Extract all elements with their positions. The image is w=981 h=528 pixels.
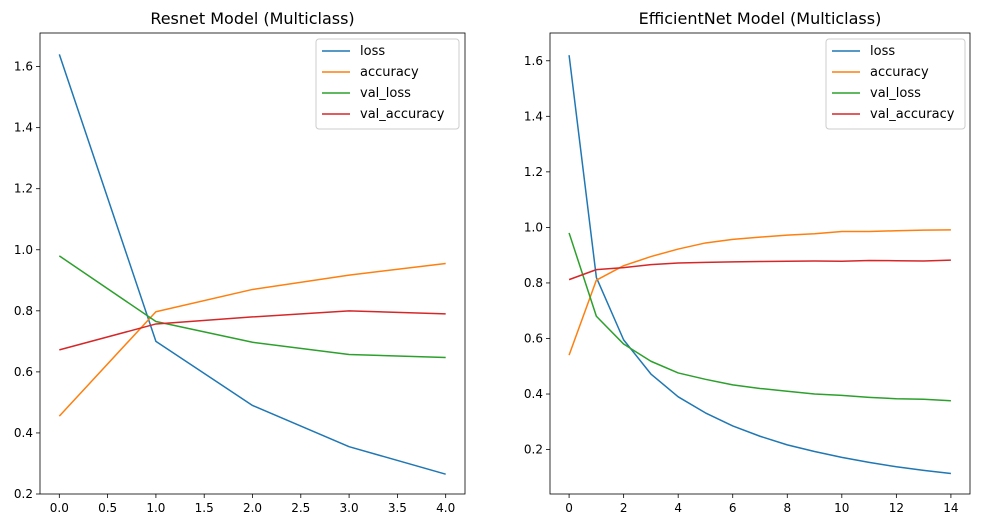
x-tick-label: 4: [674, 501, 682, 515]
x-tick-label: 6: [729, 501, 737, 515]
y-tick-label: 1.4: [524, 109, 543, 123]
chart-title: EfficientNet Model (Multiclass): [639, 9, 882, 28]
legend-label-val_accuracy: val_accuracy: [360, 107, 445, 122]
efficientnet-chart: EfficientNet Model (Multiclass) 0 2 4 6 8 10 12…: [524, 9, 971, 515]
legend-label-val_loss: val_loss: [870, 86, 921, 101]
x-tick-label: 2.0: [243, 501, 262, 515]
series-line-accuracy: [568, 229, 951, 356]
x-tick-label: 4.0: [436, 501, 455, 515]
chart-title: Resnet Model (Multiclass): [150, 9, 354, 28]
y-tick-label: 0.6: [14, 365, 33, 379]
x-tick-label: 1.0: [146, 501, 165, 515]
y-tick-label: 1.6: [14, 60, 33, 74]
y-tick-label: 0.2: [14, 487, 33, 501]
y-tick-label: 0.4: [524, 387, 543, 401]
y-tick-label: 1.6: [524, 54, 543, 68]
legend: loss accuracy val_loss val_accuracy: [825, 38, 966, 130]
legend-label-accuracy: accuracy: [870, 65, 929, 80]
y-tick-label: 0.8: [14, 304, 33, 318]
x-tick-label: 10: [834, 501, 849, 515]
series-line-val_accuracy: [568, 259, 951, 281]
x-tick-label: 0: [565, 501, 573, 515]
x-tick-label: 3.0: [340, 501, 359, 515]
series-line-loss: [568, 55, 951, 475]
y-tick-label: 1.2: [524, 165, 543, 179]
y-tick-label: 0.2: [524, 443, 543, 457]
x-tick-label: 1.5: [195, 501, 214, 515]
x-tick-label: 12: [889, 501, 904, 515]
series-line-loss: [58, 54, 446, 475]
x-tick-label: 0.5: [98, 501, 117, 515]
series-line-val_loss: [568, 232, 951, 402]
legend-label-loss: loss: [870, 44, 895, 59]
resnet-chart: Resnet Model (Multiclass) 0.0 0.5 1.0 1.5 2.0…: [14, 9, 466, 515]
y-tick-label: 1.2: [14, 182, 33, 196]
y-tick-label: 0.6: [524, 331, 543, 345]
x-tick-label: 14: [943, 501, 958, 515]
x-tick-label: 8: [783, 501, 791, 515]
legend-label-loss: loss: [360, 44, 385, 59]
legend-label-val_loss: val_loss: [360, 86, 411, 101]
y-tick-label: 1.4: [14, 121, 33, 135]
y-tick-label: 1.0: [524, 220, 543, 234]
x-tick-label: 3.5: [388, 501, 407, 515]
x-tick-label: 2.5: [291, 501, 310, 515]
legend-box: [315, 38, 460, 130]
x-tick-label: 2: [620, 501, 628, 515]
x-tick-label: 0.0: [50, 501, 69, 515]
legend-box: [825, 38, 966, 130]
legend-label-accuracy: accuracy: [360, 65, 419, 80]
y-tick-label: 1.0: [14, 243, 33, 257]
axes-frame: [549, 32, 971, 495]
y-tick-label: 0.4: [14, 426, 33, 440]
legend: loss accuracy val_loss val_accuracy: [315, 38, 460, 130]
legend-label-val_accuracy: val_accuracy: [870, 107, 955, 122]
series-line-val_accuracy: [59, 310, 446, 351]
series-line-val_loss: [58, 255, 446, 359]
y-tick-label: 0.8: [524, 276, 543, 290]
series-line-accuracy: [58, 262, 446, 417]
